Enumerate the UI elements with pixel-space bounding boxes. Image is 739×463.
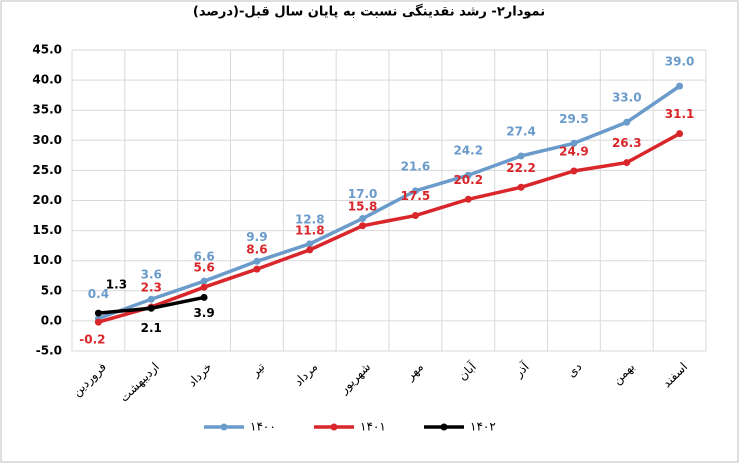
series-marker	[517, 152, 525, 160]
data-label: 24.9	[559, 145, 589, 159]
data-label: 6.6	[193, 250, 214, 264]
data-label: 12.8	[295, 212, 325, 226]
series-marker	[464, 171, 472, 179]
data-label: 27.4	[506, 124, 536, 138]
data-label: 29.5	[559, 112, 589, 126]
y-tick-label: 20.0	[32, 193, 62, 207]
series-marker	[306, 246, 314, 254]
y-tick-label: 0.0	[41, 313, 62, 327]
series-marker	[570, 139, 578, 147]
series-marker	[306, 240, 314, 248]
y-tick-label: 30.0	[32, 133, 62, 147]
data-label: 9.9	[246, 230, 267, 244]
series-marker	[411, 187, 419, 195]
data-label: 0.4	[88, 287, 109, 301]
series-marker	[570, 167, 578, 175]
series-marker	[147, 304, 155, 312]
series-marker	[94, 309, 102, 317]
data-label: 11.8	[295, 223, 325, 237]
legend-marker	[440, 423, 448, 431]
data-label: 20.2	[453, 173, 483, 187]
y-tick-label: 35.0	[32, 103, 62, 117]
data-label: 3.9	[193, 306, 214, 320]
series-marker	[253, 257, 261, 265]
data-label: 15.8	[348, 199, 378, 213]
data-label: 39.0	[665, 55, 695, 69]
series-line	[97, 132, 681, 324]
y-tick-label: -5.0	[36, 344, 62, 358]
y-tick-label: 10.0	[32, 253, 62, 267]
legend-label: ۱۴۰۲	[470, 420, 496, 434]
data-label: 31.1	[665, 107, 695, 121]
series-marker	[517, 183, 525, 191]
data-label: 26.3	[612, 136, 642, 150]
y-tick-label: 5.0	[41, 283, 62, 297]
data-label: 3.6	[141, 268, 162, 282]
series-marker	[623, 159, 631, 167]
data-label: 2.3	[141, 281, 162, 295]
data-label: 8.6	[246, 243, 267, 257]
data-label: 5.6	[193, 261, 214, 275]
y-tick-label: 25.0	[32, 163, 62, 177]
series-marker	[359, 222, 367, 230]
legend-label: ۱۴۰۰	[250, 420, 276, 434]
series-marker	[253, 265, 261, 273]
legend-marker	[330, 423, 338, 431]
series-marker	[464, 195, 472, 203]
series-marker	[676, 82, 684, 90]
series-marker	[676, 130, 684, 138]
data-label: 17.5	[401, 189, 431, 203]
legend-label: ۱۴۰۱	[360, 420, 386, 434]
data-label: 21.6	[401, 159, 431, 173]
series-marker	[200, 293, 208, 301]
series-line	[97, 84, 681, 321]
series-marker	[200, 283, 208, 291]
data-label: 2.1	[141, 321, 162, 335]
y-tick-label: 45.0	[32, 43, 62, 57]
series-marker	[94, 318, 102, 326]
series-marker	[359, 215, 367, 223]
series-marker	[147, 295, 155, 303]
legend-marker	[220, 423, 228, 431]
data-label: -0.2	[79, 333, 105, 347]
data-label: 17.0	[348, 187, 378, 201]
series-marker	[623, 118, 631, 126]
y-tick-label: 40.0	[32, 73, 62, 87]
series-marker	[200, 277, 208, 285]
series-marker	[411, 212, 419, 220]
data-label: 24.2	[453, 144, 483, 158]
chart-title: نمودار۲- رشد نقدینگی نسبت به پایان سال ق…	[193, 4, 545, 20]
data-label: 1.3	[106, 278, 127, 292]
data-label: 22.2	[506, 161, 536, 175]
data-label: 33.0	[612, 91, 642, 105]
y-tick-label: 15.0	[32, 223, 62, 237]
